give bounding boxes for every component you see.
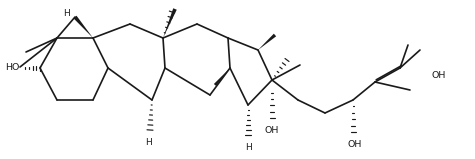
Text: OH: OH [432,70,446,80]
Text: OH: OH [265,126,279,135]
Text: H: H [146,138,152,147]
Polygon shape [163,8,177,38]
Text: OH: OH [348,140,362,149]
Text: H: H [63,8,69,17]
Polygon shape [258,34,276,50]
Text: HO: HO [5,63,19,73]
Polygon shape [214,68,230,86]
Polygon shape [74,16,93,38]
Text: H: H [245,143,251,152]
